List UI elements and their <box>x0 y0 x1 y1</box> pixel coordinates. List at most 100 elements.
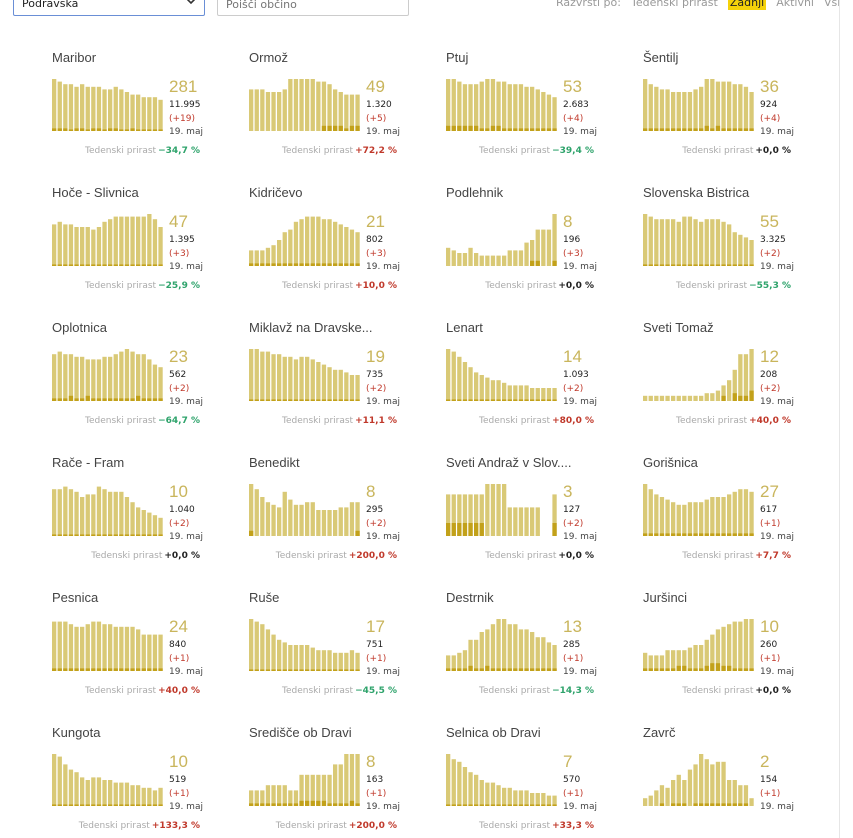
municipality-name: Ptuj <box>446 50 469 65</box>
municipality-card[interactable]: Središče ob Dravi 8 163 (+1) 19. maj Ted… <box>249 725 419 838</box>
weekly-growth-value: +10,0 % <box>355 281 397 291</box>
municipality-card[interactable]: Ptuj 53 2.683 (+4) 19. maj Tedenski prir… <box>446 50 616 185</box>
sparkline-bar <box>249 619 254 671</box>
sparkline-bar-recent <box>485 399 490 401</box>
municipality-card[interactable]: Zavrč 2 154 (+1) 19. maj <box>643 725 813 838</box>
sparkline-bar <box>524 629 529 671</box>
sparkline-bar <box>693 645 698 671</box>
sparkline-bar <box>682 780 687 806</box>
weekly-growth: Tedenski prirast +33,3 % <box>479 821 594 831</box>
sparkline-bar <box>305 356 310 401</box>
sparkline-bar <box>468 772 473 806</box>
municipality-card[interactable]: Benedikt 8 295 (+2) 19. maj Tedenski pri… <box>249 455 419 590</box>
sparkline-bar-recent <box>535 260 540 266</box>
sparkline-chart <box>52 621 163 671</box>
sparkline-bar <box>310 774 315 806</box>
sparkline-bar <box>136 354 141 401</box>
weekly-growth-value: −34,7 % <box>158 146 200 156</box>
municipality-card[interactable]: Gorišnica 27 617 (+1) 19. maj Tedenski p… <box>643 455 813 590</box>
municipality-card[interactable]: Miklavž na Dravske... 19 735 (+2) 19. ma… <box>249 320 419 455</box>
municipality-card[interactable]: Juršinci 10 260 (+1) 19. maj Tedenski pr… <box>643 590 813 725</box>
sparkline-bar <box>136 94 141 131</box>
sparkline-bar <box>305 216 310 266</box>
municipality-card[interactable]: Rače - Fram 10 1.040 (+2) 19. maj Tedens… <box>52 455 222 590</box>
municipality-card[interactable]: Podlehnik 8 196 (+3) 19. maj Tedenski pr… <box>446 185 616 320</box>
sparkline-bar-recent <box>687 128 693 131</box>
sparkline-bar-recent <box>119 264 124 266</box>
sort-option-all[interactable]: Vsi <box>824 0 841 9</box>
sparkline-bar <box>676 395 681 401</box>
weekly-growth-value: +0,0 % <box>558 551 594 561</box>
sparkline-bar-recent <box>68 534 74 536</box>
sparkline-bar-recent <box>333 125 338 131</box>
sparkline-bar <box>130 626 135 671</box>
sparkline-bar <box>333 89 338 131</box>
sparkline-bar-recent <box>85 534 90 536</box>
sparkline-bar <box>57 351 62 401</box>
municipality-card[interactable]: Oplotnica 23 562 (+2) 19. maj Tedenski p… <box>52 320 222 455</box>
sparkline-bar-recent <box>721 533 726 536</box>
sparkline-bar <box>518 790 524 806</box>
sparkline-bar-recent <box>74 668 79 671</box>
sparkline-bar-recent <box>85 668 90 671</box>
municipality-card[interactable]: Maribor 281 11.995 (+19) 19. maj Tedensk… <box>52 50 222 185</box>
sort-option-weekly-growth[interactable]: Tedenski prirast <box>630 0 718 9</box>
sparkline-bar <box>91 86 96 131</box>
weekly-growth: Tedenski prirast −39,4 % <box>479 146 594 156</box>
date-label: 19. maj <box>563 802 597 812</box>
municipality-card[interactable]: Kidričevo 21 802 (+3) 19. maj Tedenski p… <box>249 185 419 320</box>
sparkline-bar-recent <box>327 803 332 806</box>
sparkline-bar-recent <box>102 534 107 536</box>
municipality-card[interactable]: Hoče - Slivnica 47 1.395 (+3) 19. maj Te… <box>52 185 222 320</box>
sparkline-bar <box>113 354 118 401</box>
sparkline-bar <box>333 221 338 266</box>
sparkline-bar <box>485 79 490 131</box>
scrollbar-track[interactable] <box>839 0 840 838</box>
municipality-name: Maribor <box>52 50 97 65</box>
sparkline-bar-recent <box>693 128 698 131</box>
weekly-growth-label: Tedenski prirast <box>85 686 157 696</box>
sparkline-chart <box>52 349 163 401</box>
sparkline-bar <box>349 650 355 671</box>
sparkline-bar <box>316 362 321 401</box>
sparkline-bar <box>524 507 529 536</box>
sort-option-active[interactable]: Aktivni <box>776 0 814 9</box>
municipality-card[interactable]: Destrnik 13 285 (+1) 19. maj Tedenski pr… <box>446 590 616 725</box>
sparkline-bar <box>710 764 715 806</box>
sparkline-bar <box>451 79 456 131</box>
sparkline-bar <box>732 780 737 806</box>
daily-delta: (+2) <box>169 384 190 394</box>
sparkline-bar <box>96 777 102 806</box>
sparkline-bar-recent <box>715 803 721 806</box>
municipality-card[interactable]: Ruše 17 751 (+1) 19. maj Tedenski priras… <box>249 590 419 725</box>
municipality-card[interactable]: Slovenska Bistrica 55 3.325 (+2) 19. maj… <box>643 185 813 320</box>
municipality-search-input[interactable] <box>217 0 409 16</box>
municipality-card[interactable]: Ormož 49 1.320 (+5) 19. maj Tedenski pri… <box>249 50 419 185</box>
new-cases-count: 21 <box>366 212 385 231</box>
sparkline-bar <box>68 224 74 266</box>
sparkline-bar-recent <box>535 668 540 671</box>
sort-option-latest[interactable]: Zadnji <box>727 0 767 10</box>
sparkline-bar <box>260 250 265 266</box>
sparkline-bar-recent <box>682 264 687 266</box>
municipality-card[interactable]: Sveti Tomaž 12 208 (+2) 19. maj Tedenski… <box>643 320 813 455</box>
sparkline-bar <box>727 624 732 671</box>
sparkline-bar <box>254 489 259 536</box>
municipality-card[interactable]: Pesnica 24 840 (+1) 19. maj Tedenski pri… <box>52 590 222 725</box>
municipality-card[interactable]: Lenart 14 1.093 (+2) 19. maj Tedenski pr… <box>446 320 616 455</box>
daily-delta: (+2) <box>563 519 584 529</box>
new-cases-count: 7 <box>563 752 573 771</box>
municipality-card[interactable]: Sveti Andraž v Slov.... 3 127 (+2) 19. m… <box>446 455 616 590</box>
sparkline-bar-recent <box>727 264 732 266</box>
sparkline-bar <box>68 489 74 536</box>
sparkline-bar <box>141 97 146 131</box>
region-select[interactable]: Podravska <box>13 0 205 16</box>
municipality-card[interactable]: Šentilj 36 924 (+4) 19. maj Tedenski pri… <box>643 50 813 185</box>
sparkline-bar <box>457 81 462 131</box>
municipality-card[interactable]: Selnica ob Dravi 7 570 (+1) 19. maj Tede… <box>446 725 616 838</box>
sparkline-bar <box>659 219 665 266</box>
sparkline-bar-recent <box>124 668 130 671</box>
sparkline-bar-recent <box>74 534 79 536</box>
sparkline-bar <box>552 795 557 806</box>
municipality-card[interactable]: Kungota 10 519 (+1) 19. maj Tedenski pri… <box>52 725 222 838</box>
